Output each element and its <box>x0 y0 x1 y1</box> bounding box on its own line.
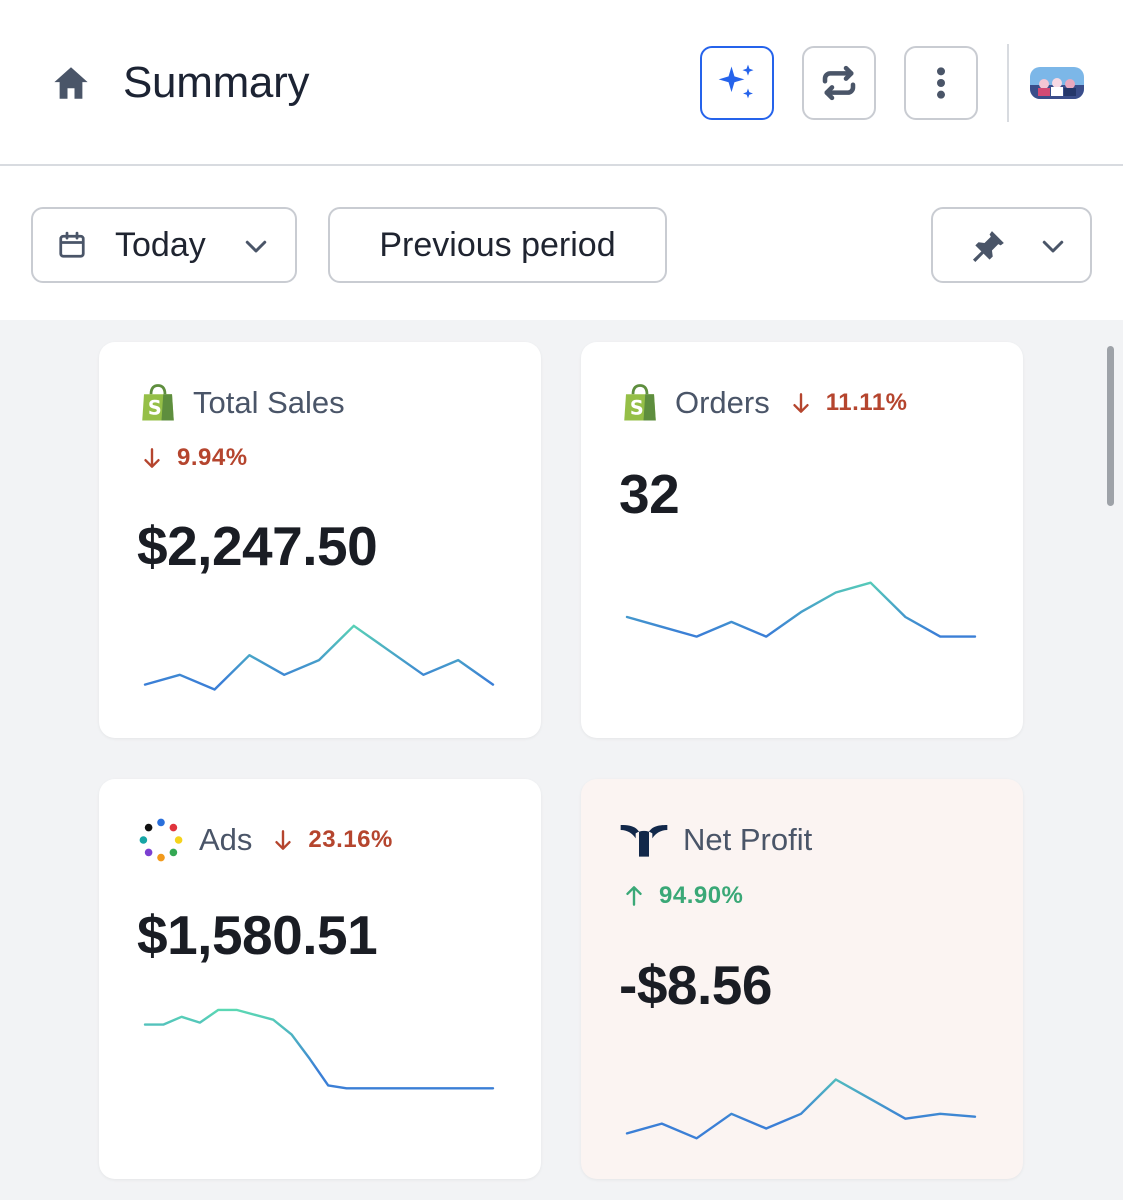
arrow-down-icon <box>275 830 292 850</box>
card-title: Net Profit <box>683 822 813 857</box>
ads-dots-icon <box>139 818 183 862</box>
metrics-grid: S Total Sales 9.94% $2,247.50 S Orders <box>0 320 1123 1200</box>
change-percent: 94.90% <box>659 882 744 909</box>
more-options-button[interactable] <box>904 46 978 120</box>
card-title: Orders <box>675 385 770 420</box>
chevron-down-icon <box>245 240 267 253</box>
calendar-icon <box>59 231 85 258</box>
trend-indicator: 23.16% <box>270 826 392 854</box>
refresh-button[interactable] <box>802 46 876 120</box>
card-header: Net Profit <box>619 817 812 863</box>
header-divider <box>1007 44 1009 122</box>
ai-assistant-button[interactable] <box>700 46 774 120</box>
sparkline-series <box>625 1078 977 1140</box>
sparkline-chart <box>143 1008 495 1090</box>
shopify-bag-icon: S <box>142 384 174 421</box>
chevron-down-icon <box>1042 240 1064 253</box>
card-title: Ads <box>199 822 253 857</box>
header: Summary <box>0 0 1123 166</box>
card-header: Ads 23.16% <box>137 817 393 863</box>
sparkline-chart <box>625 1078 977 1140</box>
sparkline-chart <box>625 581 977 638</box>
sparkline-series <box>625 581 977 638</box>
compare-period-label: Previous period <box>379 225 616 264</box>
metric-card-ads[interactable]: Ads 23.16% $1,580.51 <box>99 779 541 1179</box>
sparkles-icon <box>718 64 754 99</box>
sparkline-series <box>143 1008 495 1090</box>
more-vertical-icon <box>937 67 945 99</box>
shopify-bag-icon: S <box>624 384 656 421</box>
pin-icon <box>972 231 1004 263</box>
metric-value: $2,247.50 <box>137 515 378 577</box>
home-icon[interactable] <box>50 62 92 104</box>
card-title: Total Sales <box>193 385 345 420</box>
page-title: Summary <box>123 58 310 107</box>
pin-menu-button[interactable] <box>931 207 1092 283</box>
change-percent: 23.16% <box>308 826 393 853</box>
trend-indicator: 9.94% <box>139 444 248 472</box>
change-percent: 9.94% <box>177 444 248 471</box>
trend-indicator: 11.11% <box>788 389 908 417</box>
date-range-label: Today <box>115 225 206 264</box>
metric-value: -$8.56 <box>619 954 772 1016</box>
metric-value: 32 <box>619 463 680 525</box>
change-percent: 11.11% <box>825 389 908 416</box>
metric-card-net-profit[interactable]: Net Profit 94.90% -$8.56 <box>581 779 1023 1179</box>
sparkline-series <box>143 624 495 691</box>
filter-toolbar: Today Previous period <box>0 168 1123 320</box>
svg-text:S: S <box>148 396 162 419</box>
metric-card-total-sales[interactable]: S Total Sales 9.94% $2,247.50 <box>99 342 541 738</box>
arrow-down-icon <box>144 448 160 468</box>
avatar-icon <box>1030 67 1084 99</box>
avatar[interactable] <box>1030 67 1084 99</box>
sync-icon <box>822 65 856 101</box>
svg-text:S: S <box>630 396 644 419</box>
compare-period-button[interactable]: Previous period <box>328 207 667 283</box>
date-range-picker[interactable]: Today <box>31 207 297 283</box>
trend-indicator: 94.90% <box>621 882 743 910</box>
scrollbar[interactable] <box>1107 346 1114 506</box>
arrow-up-icon <box>626 886 642 906</box>
arrow-down-icon <box>793 393 809 413</box>
triple-whale-icon <box>620 825 668 857</box>
card-header: S Total Sales <box>137 380 345 426</box>
metric-card-orders[interactable]: S Orders 11.11% 32 <box>581 342 1023 738</box>
sparkline-chart <box>143 624 495 691</box>
metric-value: $1,580.51 <box>137 904 378 966</box>
card-header: S Orders 11.11% <box>619 380 908 426</box>
